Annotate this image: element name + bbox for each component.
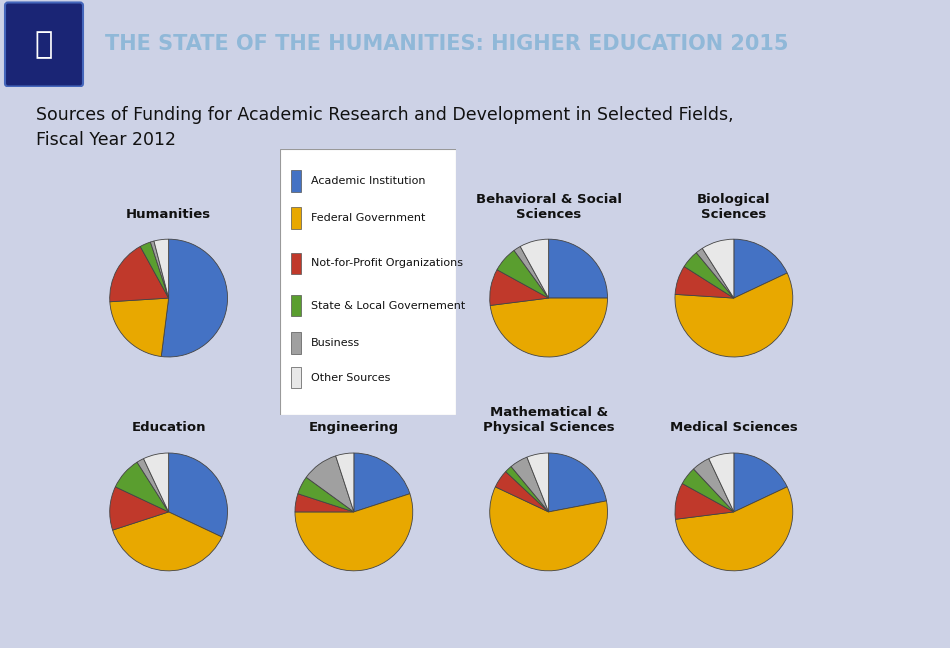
Wedge shape: [709, 453, 734, 512]
Wedge shape: [353, 453, 409, 512]
Wedge shape: [675, 273, 792, 357]
Title: Humanities: Humanities: [126, 207, 211, 220]
Text: Not-for-Profit Organizations: Not-for-Profit Organizations: [312, 259, 464, 268]
Wedge shape: [143, 453, 169, 512]
FancyBboxPatch shape: [280, 149, 456, 415]
Wedge shape: [113, 512, 222, 571]
Wedge shape: [495, 472, 549, 512]
Wedge shape: [548, 239, 608, 298]
Text: THE STATE OF THE HUMANITIES: HIGHER EDUCATION 2015: THE STATE OF THE HUMANITIES: HIGHER EDUC…: [105, 34, 788, 54]
Title: Education: Education: [131, 421, 206, 434]
Wedge shape: [682, 469, 733, 512]
Wedge shape: [110, 298, 169, 356]
FancyBboxPatch shape: [5, 3, 83, 86]
Wedge shape: [548, 453, 606, 512]
Wedge shape: [514, 246, 549, 298]
Title: Medical Sciences: Medical Sciences: [670, 421, 798, 434]
Text: Other Sources: Other Sources: [312, 373, 390, 382]
Title: Engineering: Engineering: [309, 421, 399, 434]
Text: Academic Institution: Academic Institution: [312, 176, 426, 186]
Text: State & Local Governement: State & Local Governement: [312, 301, 466, 311]
Text: Business: Business: [312, 338, 360, 348]
Title: Behavioral & Social
Sciences: Behavioral & Social Sciences: [476, 192, 621, 220]
Wedge shape: [141, 242, 169, 298]
Wedge shape: [511, 457, 549, 512]
Wedge shape: [675, 266, 733, 298]
Wedge shape: [694, 459, 733, 512]
Title: Mathematical &
Physical Sciences: Mathematical & Physical Sciences: [483, 406, 615, 434]
Wedge shape: [306, 456, 353, 512]
Title: Biological
Sciences: Biological Sciences: [697, 192, 770, 220]
Wedge shape: [521, 239, 549, 298]
FancyBboxPatch shape: [291, 207, 300, 229]
Wedge shape: [490, 270, 549, 305]
Wedge shape: [696, 248, 733, 298]
Wedge shape: [490, 487, 607, 571]
Wedge shape: [490, 298, 608, 357]
Wedge shape: [168, 453, 227, 537]
Wedge shape: [110, 246, 169, 302]
Wedge shape: [497, 250, 549, 298]
Wedge shape: [137, 459, 169, 512]
Wedge shape: [733, 239, 788, 298]
Wedge shape: [675, 487, 793, 571]
Wedge shape: [154, 239, 169, 298]
FancyBboxPatch shape: [291, 367, 300, 388]
Wedge shape: [505, 467, 549, 512]
FancyBboxPatch shape: [291, 295, 300, 316]
Wedge shape: [527, 453, 549, 512]
FancyBboxPatch shape: [291, 253, 300, 274]
Wedge shape: [684, 253, 733, 298]
FancyBboxPatch shape: [291, 170, 300, 192]
Wedge shape: [294, 494, 353, 512]
Text: 🎓: 🎓: [35, 30, 53, 59]
Text: Federal Government: Federal Government: [312, 213, 426, 223]
Wedge shape: [298, 478, 353, 512]
Wedge shape: [162, 239, 227, 357]
Wedge shape: [335, 453, 354, 512]
Wedge shape: [294, 494, 412, 571]
Wedge shape: [150, 241, 169, 298]
Wedge shape: [733, 453, 788, 512]
Wedge shape: [115, 462, 169, 512]
Wedge shape: [702, 239, 734, 298]
Text: Sources of Funding for Academic Research and Development in Selected Fields,
Fis: Sources of Funding for Academic Research…: [36, 106, 733, 148]
Wedge shape: [110, 487, 169, 530]
Wedge shape: [675, 483, 733, 519]
FancyBboxPatch shape: [291, 332, 300, 354]
